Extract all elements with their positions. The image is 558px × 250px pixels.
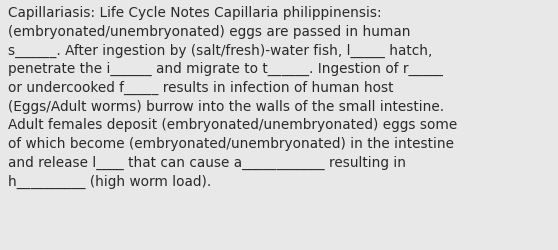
Text: Capillariasis: Life Cycle Notes Capillaria philippinensis:
(embryonated/unembryo: Capillariasis: Life Cycle Notes Capillar… — [8, 6, 458, 188]
